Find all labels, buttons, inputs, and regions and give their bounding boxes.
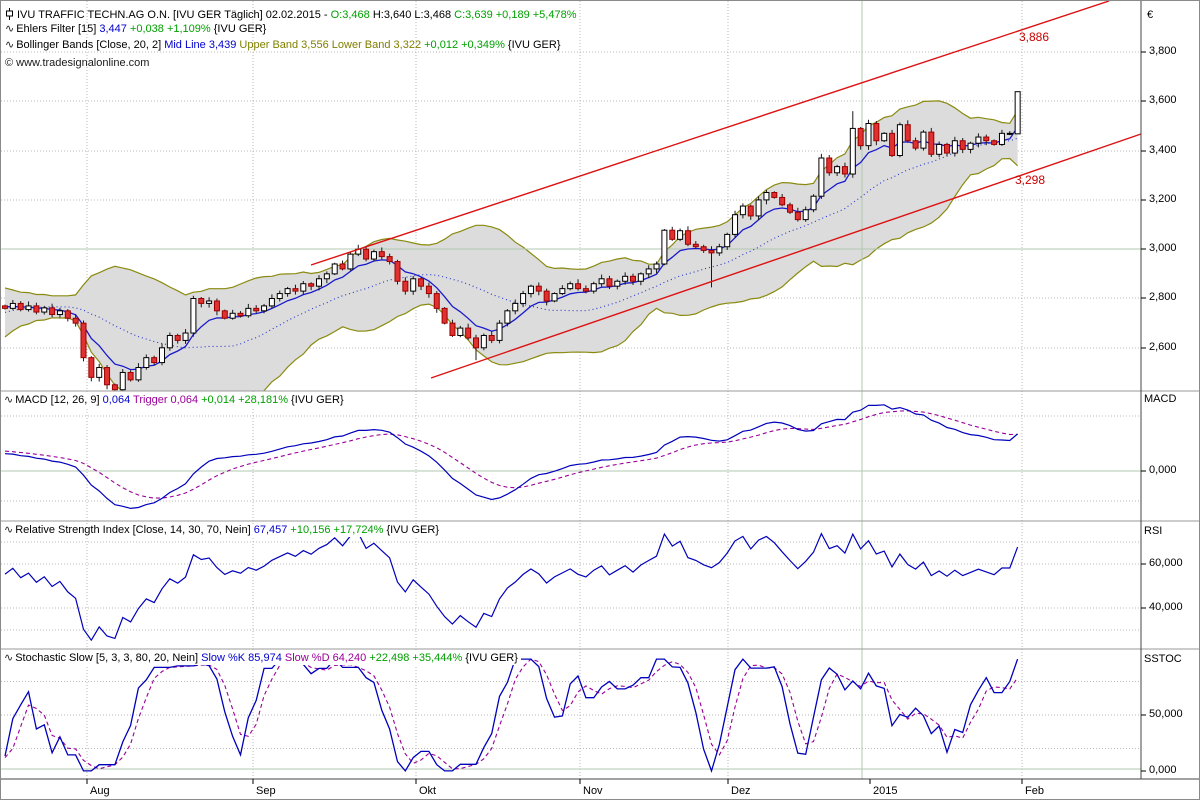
wave-icon: ∿ [5, 39, 15, 51]
macd-name: MACD [12, 26, 9] [15, 394, 103, 406]
bollinger-symbol: {IVU GER} [507, 39, 561, 51]
stoch-tick-label: 50,000 [1149, 708, 1183, 720]
wave-icon: ∿ [4, 394, 14, 406]
bollinger-name: Bollinger Bands [Close, 20, 2] [16, 39, 165, 51]
x-tick-label: Dez [731, 785, 751, 797]
ehlers-filter-legend[interactable]: ∿ Ehlers Filter [15] 3,447 +0,038 +1,109%… [5, 22, 266, 36]
rsi-name: Relative Strength Index [Close, 14, 30, … [15, 524, 254, 536]
ehlers-value: 3,447 [99, 23, 130, 35]
price-tick-label: 3,200 [1149, 193, 1177, 205]
rsi-tick-label: 40,000 [1149, 601, 1183, 613]
rsi-header[interactable]: ∿ Relative Strength Index [Close, 14, 30,… [3, 524, 443, 537]
price-tick-label: 3,400 [1149, 144, 1177, 156]
rsi-symbol: {IVU GER} [386, 524, 440, 536]
macd-axis-label[interactable]: MACD [1144, 393, 1177, 405]
rsi-axis-label[interactable]: RSI [1144, 525, 1163, 537]
x-tick-label: Feb [1025, 785, 1044, 797]
rsi-value: 67,457 [253, 524, 291, 536]
wave-icon: ∿ [4, 652, 14, 664]
wave-icon: ∿ [5, 23, 15, 35]
x-tick-label: Aug [90, 785, 110, 797]
stoch-symbol: {IVU GER} [465, 652, 518, 664]
trendline-lower-label[interactable]: 3,298 [1015, 173, 1046, 187]
close-change-values: C:3,639 +0,189 +5,478% [454, 9, 577, 21]
x-tick-label: Sep [256, 785, 276, 797]
ehlers-name: Ehlers Filter [15] [16, 23, 100, 35]
price-axis-unit[interactable]: € [1147, 9, 1154, 21]
x-tick-label: Okt [419, 785, 437, 797]
stoch-k-value: Slow %K 85,974 [201, 652, 285, 664]
bollinger-change: +0,012 +0,349% [424, 39, 508, 51]
macd-value: 0,064 [102, 394, 134, 406]
stoch-axis-label[interactable]: SSTOC [1144, 653, 1182, 665]
stoch-tick-label: 0,000 [1149, 764, 1177, 776]
price-tick-label: 3,800 [1149, 45, 1177, 57]
ehlers-symbol: {IVU GER} [213, 23, 267, 35]
rsi-tick-label: 60,000 [1149, 557, 1183, 569]
open-value: O:3,468 [330, 9, 373, 21]
price-tick-label: 2,600 [1149, 341, 1177, 353]
x-tick-label: Nov [583, 785, 603, 797]
instrument-header[interactable]: IVU TRAFFIC TECHN.AG O.N. [IVU GER Tägli… [5, 6, 576, 22]
bollinger-bands-values: Upper Band 3,556 Lower Band 3,322 [239, 39, 425, 51]
instrument-title: IVU TRAFFIC TECHN.AG O.N. [IVU GER Tägli… [17, 9, 331, 21]
price-tick-label: 2,800 [1149, 291, 1177, 303]
price-tick-label: 3,000 [1149, 242, 1177, 254]
macd-tick-label: 0,000 [1149, 464, 1177, 476]
x-tick-label: 2015 [873, 785, 898, 797]
ehlers-change: +0,038 +1,109% [129, 23, 214, 35]
stoch-header[interactable]: ∿ Stochastic Slow [5, 3, 3, 80, 20, Nein]… [3, 652, 521, 665]
trendline-upper-label[interactable]: 3,886 [1019, 30, 1050, 44]
wave-icon: ∿ [4, 524, 14, 536]
macd-header[interactable]: ∿ MACD [12, 26, 9] 0,064 Trigger 0,064 +0… [3, 394, 347, 407]
macd-trigger-value: Trigger 0,064 [133, 394, 202, 406]
rsi-change: +10,156 +17,724% [290, 524, 387, 536]
stoch-d-value: Slow %D 64,240 [284, 652, 370, 664]
watermark: © www.tradesignalonline.com [5, 57, 150, 69]
stoch-change: +22,498 +35,444% [369, 652, 466, 664]
macd-change: +0,014 +28,181% [201, 394, 292, 406]
macd-symbol: {IVU GER} [291, 394, 344, 406]
instrument-icon [5, 8, 14, 20]
high-low-values: H:3,640 L:3,468 [372, 9, 455, 21]
bollinger-legend[interactable]: ∿ Bollinger Bands [Close, 20, 2] Mid Line… [5, 38, 561, 52]
stoch-name: Stochastic Slow [5, 3, 3, 80, 20, Nein] [15, 652, 202, 664]
bollinger-mid: Mid Line 3,439 [164, 39, 240, 51]
price-tick-label: 3,600 [1149, 94, 1177, 106]
